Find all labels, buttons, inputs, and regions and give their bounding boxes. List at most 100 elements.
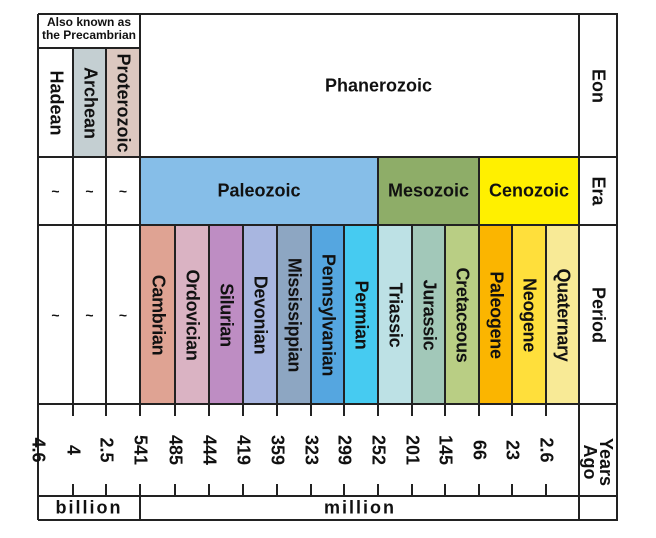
period-label: Mississippian xyxy=(284,257,305,372)
axis-tick xyxy=(511,484,513,496)
axis-tick xyxy=(276,484,278,496)
eon-cell-proterozoic: Proterozoic xyxy=(106,48,140,157)
era-label: Paleozoic xyxy=(217,180,301,201)
row-label-cell-era: Era xyxy=(579,157,617,225)
axis-tick xyxy=(377,484,379,496)
axis-tick xyxy=(139,404,141,416)
axis-tick xyxy=(37,404,39,416)
era-placeholder-cell: ~ xyxy=(73,157,106,225)
age-label-million: 444 xyxy=(199,434,220,466)
axis-tick xyxy=(174,404,176,416)
period-label: Quaternary xyxy=(553,267,573,362)
axis-tick xyxy=(37,484,39,496)
row-label-cell-years: Years Ago xyxy=(579,404,617,520)
era-placeholder: ~ xyxy=(51,183,60,199)
era-placeholder-cell: ~ xyxy=(106,157,140,225)
age-label-million: 201 xyxy=(402,434,423,466)
period-divider xyxy=(174,225,176,404)
age-label-million: 323 xyxy=(301,434,322,466)
period-divider xyxy=(478,157,480,404)
axis-tick xyxy=(444,404,446,416)
period-cell-neogene: Neogene xyxy=(512,225,546,404)
row-label-eon: Eon xyxy=(588,68,609,103)
precambrian-column-divider xyxy=(72,48,74,404)
period-divider xyxy=(545,225,547,404)
unit-label-billion: billion xyxy=(55,497,123,518)
axis-tick xyxy=(310,404,312,416)
frame-left xyxy=(37,14,39,520)
period-cell-ordovician: Ordovician xyxy=(175,225,209,404)
axis-tick xyxy=(511,404,513,416)
period-placeholder: ~ xyxy=(51,306,60,323)
period-label: Paleogene xyxy=(486,270,506,359)
period-label: Triassic xyxy=(385,282,406,347)
eon-cell-phanerozoic: Phanerozoic xyxy=(140,14,617,157)
row-label-divider xyxy=(578,14,580,520)
period-cell-triassic: Triassic xyxy=(378,225,412,404)
period-placeholder: ~ xyxy=(85,306,94,323)
age-label-million: 2.6 xyxy=(536,437,557,463)
age-label-million: 359 xyxy=(267,434,288,466)
years-ago-line: Ago xyxy=(580,444,600,480)
age-label-million: 66 xyxy=(469,439,490,461)
axis-tick xyxy=(242,484,244,496)
period-label: Cretaceous xyxy=(452,266,473,363)
age-label-million: 541 xyxy=(130,434,151,466)
period-label: Cambrian xyxy=(148,274,168,355)
period-label: Jurassic xyxy=(419,279,439,350)
era-label: Cenozoic xyxy=(488,180,570,201)
period-placeholder-cell: ~ xyxy=(106,225,140,404)
era-placeholder-cell: ~ xyxy=(38,157,73,225)
era-cell-cenozoic: Cenozoic xyxy=(479,157,579,225)
row-label-period: Period xyxy=(588,286,609,343)
period-cell-silurian: Silurian xyxy=(209,225,243,404)
axis-tick xyxy=(174,484,176,496)
period-divider xyxy=(208,225,210,404)
axis-tick xyxy=(139,484,141,496)
axis-tick xyxy=(545,484,547,496)
eon-label: Hadean xyxy=(46,69,66,136)
axis-tick xyxy=(444,484,446,496)
precambrian-note-line: Also known as xyxy=(46,15,132,29)
age-label-billion: 4 xyxy=(63,444,84,456)
age-label-million: 23 xyxy=(502,439,523,461)
age-label-million: 299 xyxy=(334,434,355,466)
axis-tick xyxy=(72,484,74,496)
frame-bottom xyxy=(38,519,618,521)
axis-tick xyxy=(545,404,547,416)
precambrian-column-divider xyxy=(139,14,141,404)
frame-top xyxy=(38,13,618,15)
period-cell-paleogene: Paleogene xyxy=(479,225,512,404)
axis-tick xyxy=(411,484,413,496)
precambrian-column-divider xyxy=(105,48,107,404)
axis-tick xyxy=(310,484,312,496)
period-placeholder: ~ xyxy=(118,306,128,323)
axis-tick xyxy=(343,404,345,416)
axis-tick xyxy=(72,404,74,416)
unit-label-million: million xyxy=(324,497,396,518)
period-label: Pennsylvanian xyxy=(318,253,338,376)
age-label-billion: 2.5 xyxy=(96,437,117,463)
axis-tick xyxy=(343,484,345,496)
eon-label: Proterozoic xyxy=(113,52,134,153)
age-label-million: 145 xyxy=(435,434,456,466)
eon-label: Archean xyxy=(80,66,100,139)
period-divider xyxy=(444,225,446,404)
axis-tick xyxy=(105,484,107,496)
axis-tick xyxy=(478,484,480,496)
period-divider xyxy=(511,225,513,404)
axis-tick xyxy=(411,404,413,416)
precambrian-note-line: the Precambrian xyxy=(41,28,137,42)
eon-era-divider xyxy=(38,156,617,158)
period-divider xyxy=(242,225,244,404)
period-label: Ordovician xyxy=(182,268,203,361)
row-label-years-ago: Years Ago xyxy=(580,437,616,487)
years-ago-line: Years xyxy=(596,437,616,487)
period-label: Permian xyxy=(351,280,372,349)
axis-tick xyxy=(276,404,278,416)
period-label: Silurian xyxy=(216,282,237,347)
axis-tick xyxy=(478,404,480,416)
period-cell-quaternary: Quaternary xyxy=(546,225,579,404)
period-cell-cretaceous: Cretaceous xyxy=(445,225,479,404)
eon-cell-hadean: Hadean xyxy=(38,48,73,157)
